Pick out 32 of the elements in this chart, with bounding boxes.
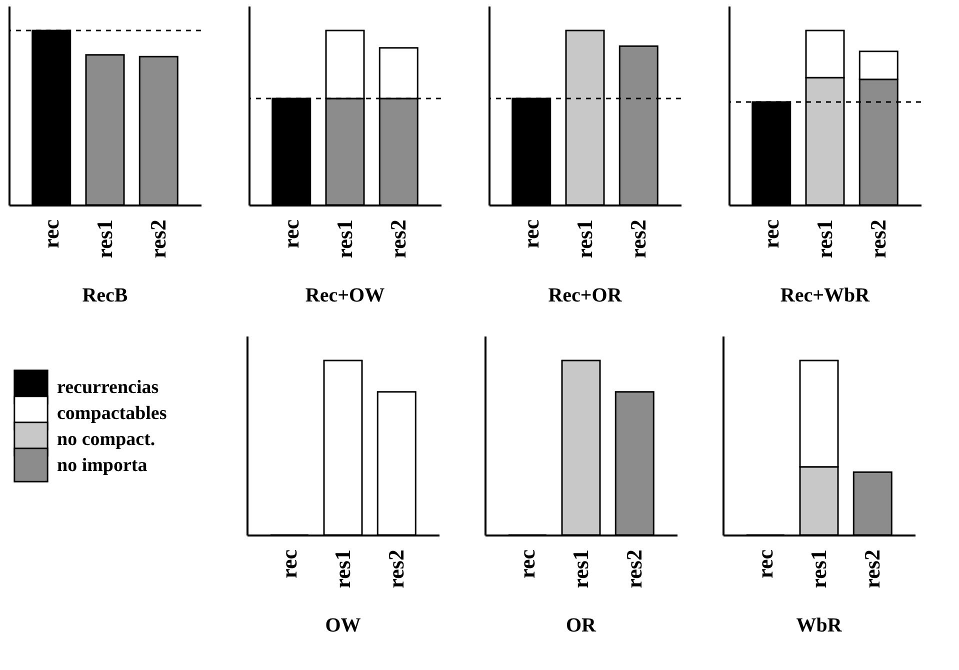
x-tick-label: res2 xyxy=(622,550,647,588)
x-tick-label: res1 xyxy=(330,550,355,588)
legend-label: compactables xyxy=(57,403,167,424)
text: OW xyxy=(325,614,361,637)
legend-label: recurrencias xyxy=(57,377,159,398)
text: Rec+OW xyxy=(305,284,385,307)
text: WbR xyxy=(796,614,842,637)
x-tick-label: res2 xyxy=(386,220,411,258)
x-tick-label: rec xyxy=(752,549,778,578)
x-tick-label: res1 xyxy=(568,550,593,588)
text: RecB xyxy=(82,284,128,307)
x-tick-label: res2 xyxy=(626,220,651,258)
x-tick-label: res1 xyxy=(92,220,117,258)
x-tick-label: res2 xyxy=(384,550,409,588)
text: OR xyxy=(566,614,597,637)
x-tick-label: res1 xyxy=(812,220,837,258)
x-tick-label: rec xyxy=(38,219,64,248)
x-tick-label: res1 xyxy=(332,220,357,258)
x-tick-label: rec xyxy=(518,219,544,248)
text: Rec+WbR xyxy=(780,284,870,307)
x-tick-label: res1 xyxy=(572,220,597,258)
x-tick-label: res2 xyxy=(146,220,171,258)
x-tick-label: rec xyxy=(758,219,784,248)
x-tick-label: res1 xyxy=(806,550,831,588)
x-tick-label: rec xyxy=(278,219,304,248)
x-tick-label: res2 xyxy=(866,220,891,258)
text: Rec+OR xyxy=(548,284,622,307)
legend-label: no importa xyxy=(57,455,148,476)
x-tick-label: res2 xyxy=(860,550,885,588)
x-tick-label: rec xyxy=(276,549,302,578)
legend-label: no compact. xyxy=(57,429,156,450)
x-tick-label: rec xyxy=(514,549,540,578)
